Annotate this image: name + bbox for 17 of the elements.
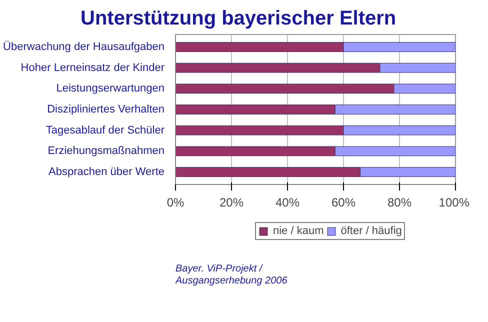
x-tick-label: 100%	[438, 196, 470, 210]
y-tick-label: Erziehungsmaßnahmen	[48, 145, 165, 158]
x-tick-label: 60%	[331, 196, 356, 210]
chart-title: Unterstützung bayerischer Eltern	[80, 8, 396, 30]
x-tick-label: 40%	[275, 196, 300, 210]
text: Bayer. ViP-Projekt /	[176, 264, 264, 274]
legend-label: öfter / häufig	[340, 225, 402, 237]
x-tick-label: 0%	[166, 196, 184, 210]
x-tick-label: 20%	[219, 196, 244, 210]
y-tick-label: Diszipliniertes Verhalten	[47, 104, 164, 116]
y-tick-label: Hoher Lerneinsatz der Kinder	[20, 62, 165, 74]
x-tick-label: 80%	[387, 196, 412, 210]
legend-label: nie / kaum	[273, 225, 324, 237]
y-tick-label: Tagesablauf der Schüler	[46, 124, 165, 136]
y-tick-label: Leistungserwartungen	[56, 82, 165, 95]
y-tick-label: Überwachung der Hausaufgaben	[3, 40, 165, 53]
y-tick-label: Absprachen über Werte	[48, 166, 165, 178]
